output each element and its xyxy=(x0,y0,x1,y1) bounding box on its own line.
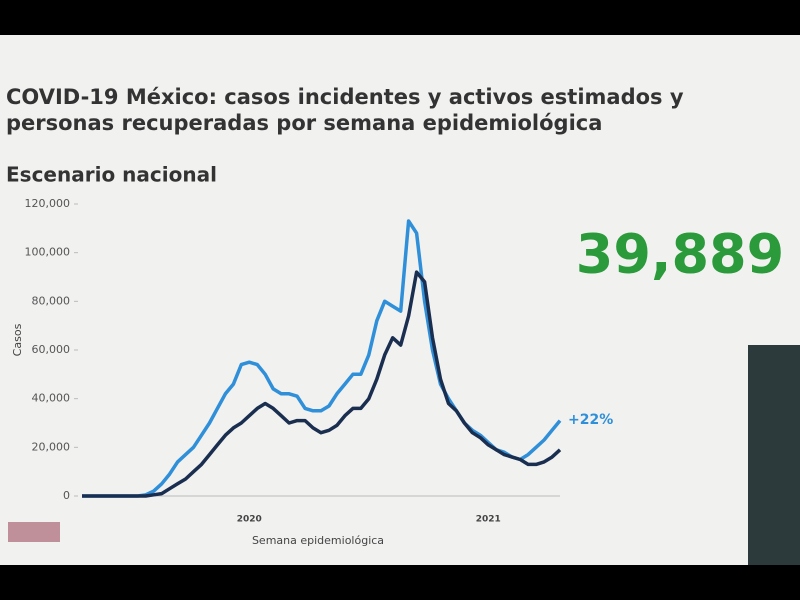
logo-shape xyxy=(8,522,60,542)
logo xyxy=(8,522,60,542)
video-inset xyxy=(748,345,800,565)
y-tick-label: 60,000 xyxy=(32,343,71,356)
subtitle: Escenario nacional xyxy=(6,163,217,187)
series-line xyxy=(82,270,562,498)
series-line xyxy=(82,219,562,498)
y-tick-label: 120,000 xyxy=(25,197,71,210)
y-tick-label: 20,000 xyxy=(32,440,71,453)
x-tick-label: 2020 xyxy=(237,515,262,525)
y-tick-label: 0 xyxy=(63,489,70,502)
title-line: personas recuperadas por semana epidemio… xyxy=(6,111,602,135)
y-axis-label: Casos xyxy=(11,323,24,356)
chart-title: COVID-19 México: casos incidentes y acti… xyxy=(6,85,691,135)
big-number: 39,889 xyxy=(576,223,784,286)
y-tick-label: 40,000 xyxy=(32,392,71,405)
change-label: +22% xyxy=(568,412,613,428)
y-tick-label: 100,000 xyxy=(25,246,71,259)
x-axis-label: Semana epidemiológica xyxy=(252,534,384,547)
title-line: COVID-19 México: casos incidentes y acti… xyxy=(6,85,684,109)
y-tick-label: 80,000 xyxy=(32,294,71,307)
x-tick-label: 2021 xyxy=(476,515,501,525)
